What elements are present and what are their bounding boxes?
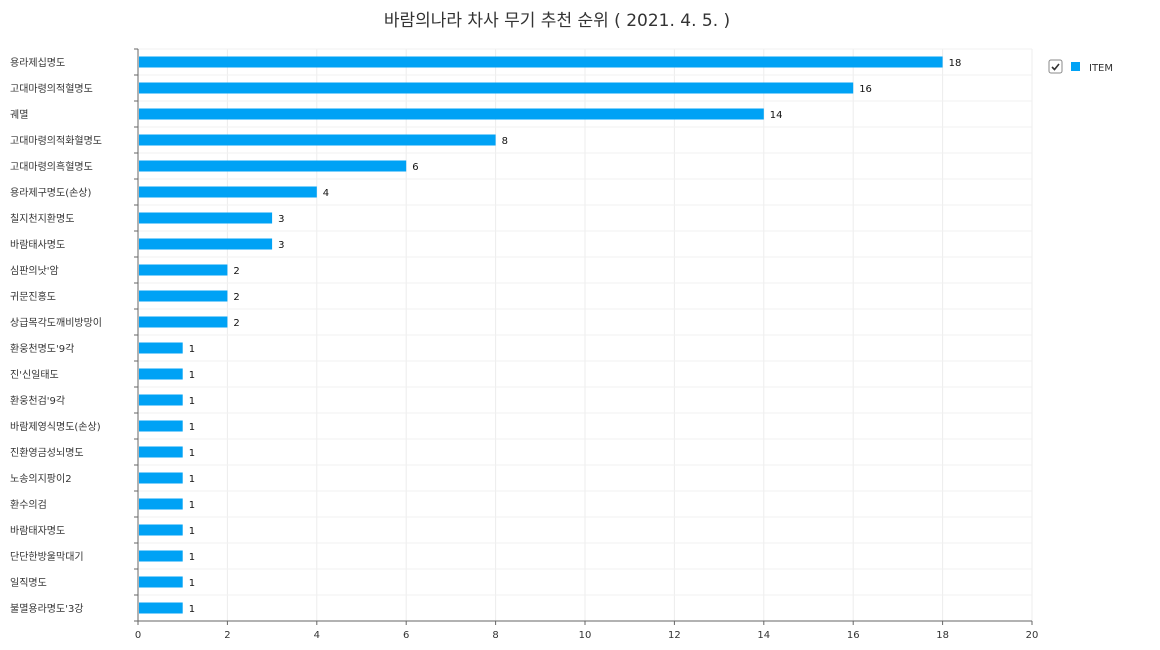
legend-swatch [1071,62,1080,71]
grid-lines [138,48,1033,622]
x-tick-label: 4 [314,630,320,641]
data-label: 6 [412,162,418,173]
category-label: 고대마령의흑혈명도 [10,160,93,173]
bar[interactable] [139,394,183,406]
data-label: 8 [502,136,508,147]
category-label: 불멸용라명도'3강 [10,603,84,615]
legend[interactable]: ITEM [1048,59,1113,74]
x-tick-label: 18 [936,630,949,641]
data-label: 1 [189,578,195,589]
data-label: 1 [189,448,195,459]
bar[interactable] [139,238,273,250]
data-label: 1 [189,552,195,563]
bar[interactable] [139,498,183,510]
bar[interactable] [139,420,183,432]
data-label: 1 [189,370,195,381]
x-tick-label: 20 [1026,630,1039,641]
x-tick-label: 8 [492,630,498,641]
data-label: 2 [233,266,239,277]
category-label: 용라제십명도 [10,57,65,69]
check-icon [1051,63,1060,71]
category-label: 용라제구명도(손상) [10,187,92,199]
bar[interactable] [139,82,854,94]
data-label: 4 [323,188,329,199]
legend-checkbox[interactable] [1048,59,1063,74]
bar[interactable] [139,446,183,458]
category-label: 귀문진홍도 [10,290,56,303]
bar[interactable] [139,264,228,276]
x-tick-label: 10 [579,630,592,641]
data-label: 1 [189,344,195,355]
category-label: 바람제영식명도(손상) [10,420,101,433]
category-label: 바람태자명도 [10,524,65,537]
data-label: 16 [859,84,872,95]
category-label: 심판의낫'암 [10,265,59,277]
x-axis: 0 2 4 6 8 10 12 14 16 18 20 [135,620,1039,641]
category-label: 칠지천지환명도 [10,213,74,225]
category-label: 노송의지팡이2 [10,473,72,485]
bar[interactable] [139,342,183,354]
bar[interactable] [139,550,183,562]
x-tick-label: 0 [135,630,141,641]
category-label: 단단한방울막대기 [10,551,84,563]
data-label: 2 [233,292,239,303]
bar[interactable] [139,524,183,536]
bar[interactable] [139,134,496,146]
data-label: 1 [189,604,195,615]
data-label: 18 [949,58,962,69]
category-label: 진'신일태도 [10,369,59,381]
category-label: 바람태사명도 [10,238,65,251]
bar[interactable] [139,186,317,198]
x-tick-label: 2 [224,630,230,641]
bar[interactable] [139,290,228,302]
category-label: 환웅천검'9각 [10,395,65,407]
data-label: 2 [233,318,239,329]
category-label: 환웅천명도'9각 [10,343,74,355]
data-label: 1 [189,500,195,511]
x-tick-label: 6 [403,630,409,641]
data-label: 1 [189,422,195,433]
data-label: 1 [189,396,195,407]
bar[interactable] [139,56,943,68]
bar[interactable] [139,108,764,120]
bar[interactable] [139,316,228,328]
legend-label: ITEM [1089,63,1113,74]
category-label: 궤멸 [10,109,28,121]
category-label: 고대마령의적화혈명도 [10,134,102,147]
category-label: 환수의검 [10,499,47,511]
bars-group: 18 16 14 8 6 4 3 3 2 2 2 1 1 1 1 1 1 1 1 1 1 1 [139,56,962,615]
x-tick-label: 16 [847,630,860,641]
bar[interactable] [139,576,183,588]
bar[interactable] [139,368,183,380]
y-axis: 용라제십명도고대마령의적혈명도궤멸고대마령의적화혈명도고대마령의흑혈명도용라제구… [10,48,139,622]
data-label: 3 [278,214,284,225]
x-tick-label: 14 [757,630,770,641]
x-tick-label: 12 [668,630,681,641]
category-label: 고대마령의적혈명도 [10,82,93,95]
category-label: 일직명도 [10,577,47,589]
bar[interactable] [139,160,407,172]
category-label: 상급목각도깨비방망이 [10,317,102,329]
bar[interactable] [139,602,183,614]
bar[interactable] [139,472,183,484]
data-label: 1 [189,526,195,537]
data-label: 3 [278,240,284,251]
chart-title: 바람의나라 차사 무기 추천 순위 ( 2021. 4. 5. ) [384,11,730,31]
category-label: 진환영금성뇌명도 [10,447,84,459]
data-label: 1 [189,474,195,485]
data-label: 14 [770,110,783,121]
bar[interactable] [139,212,273,224]
